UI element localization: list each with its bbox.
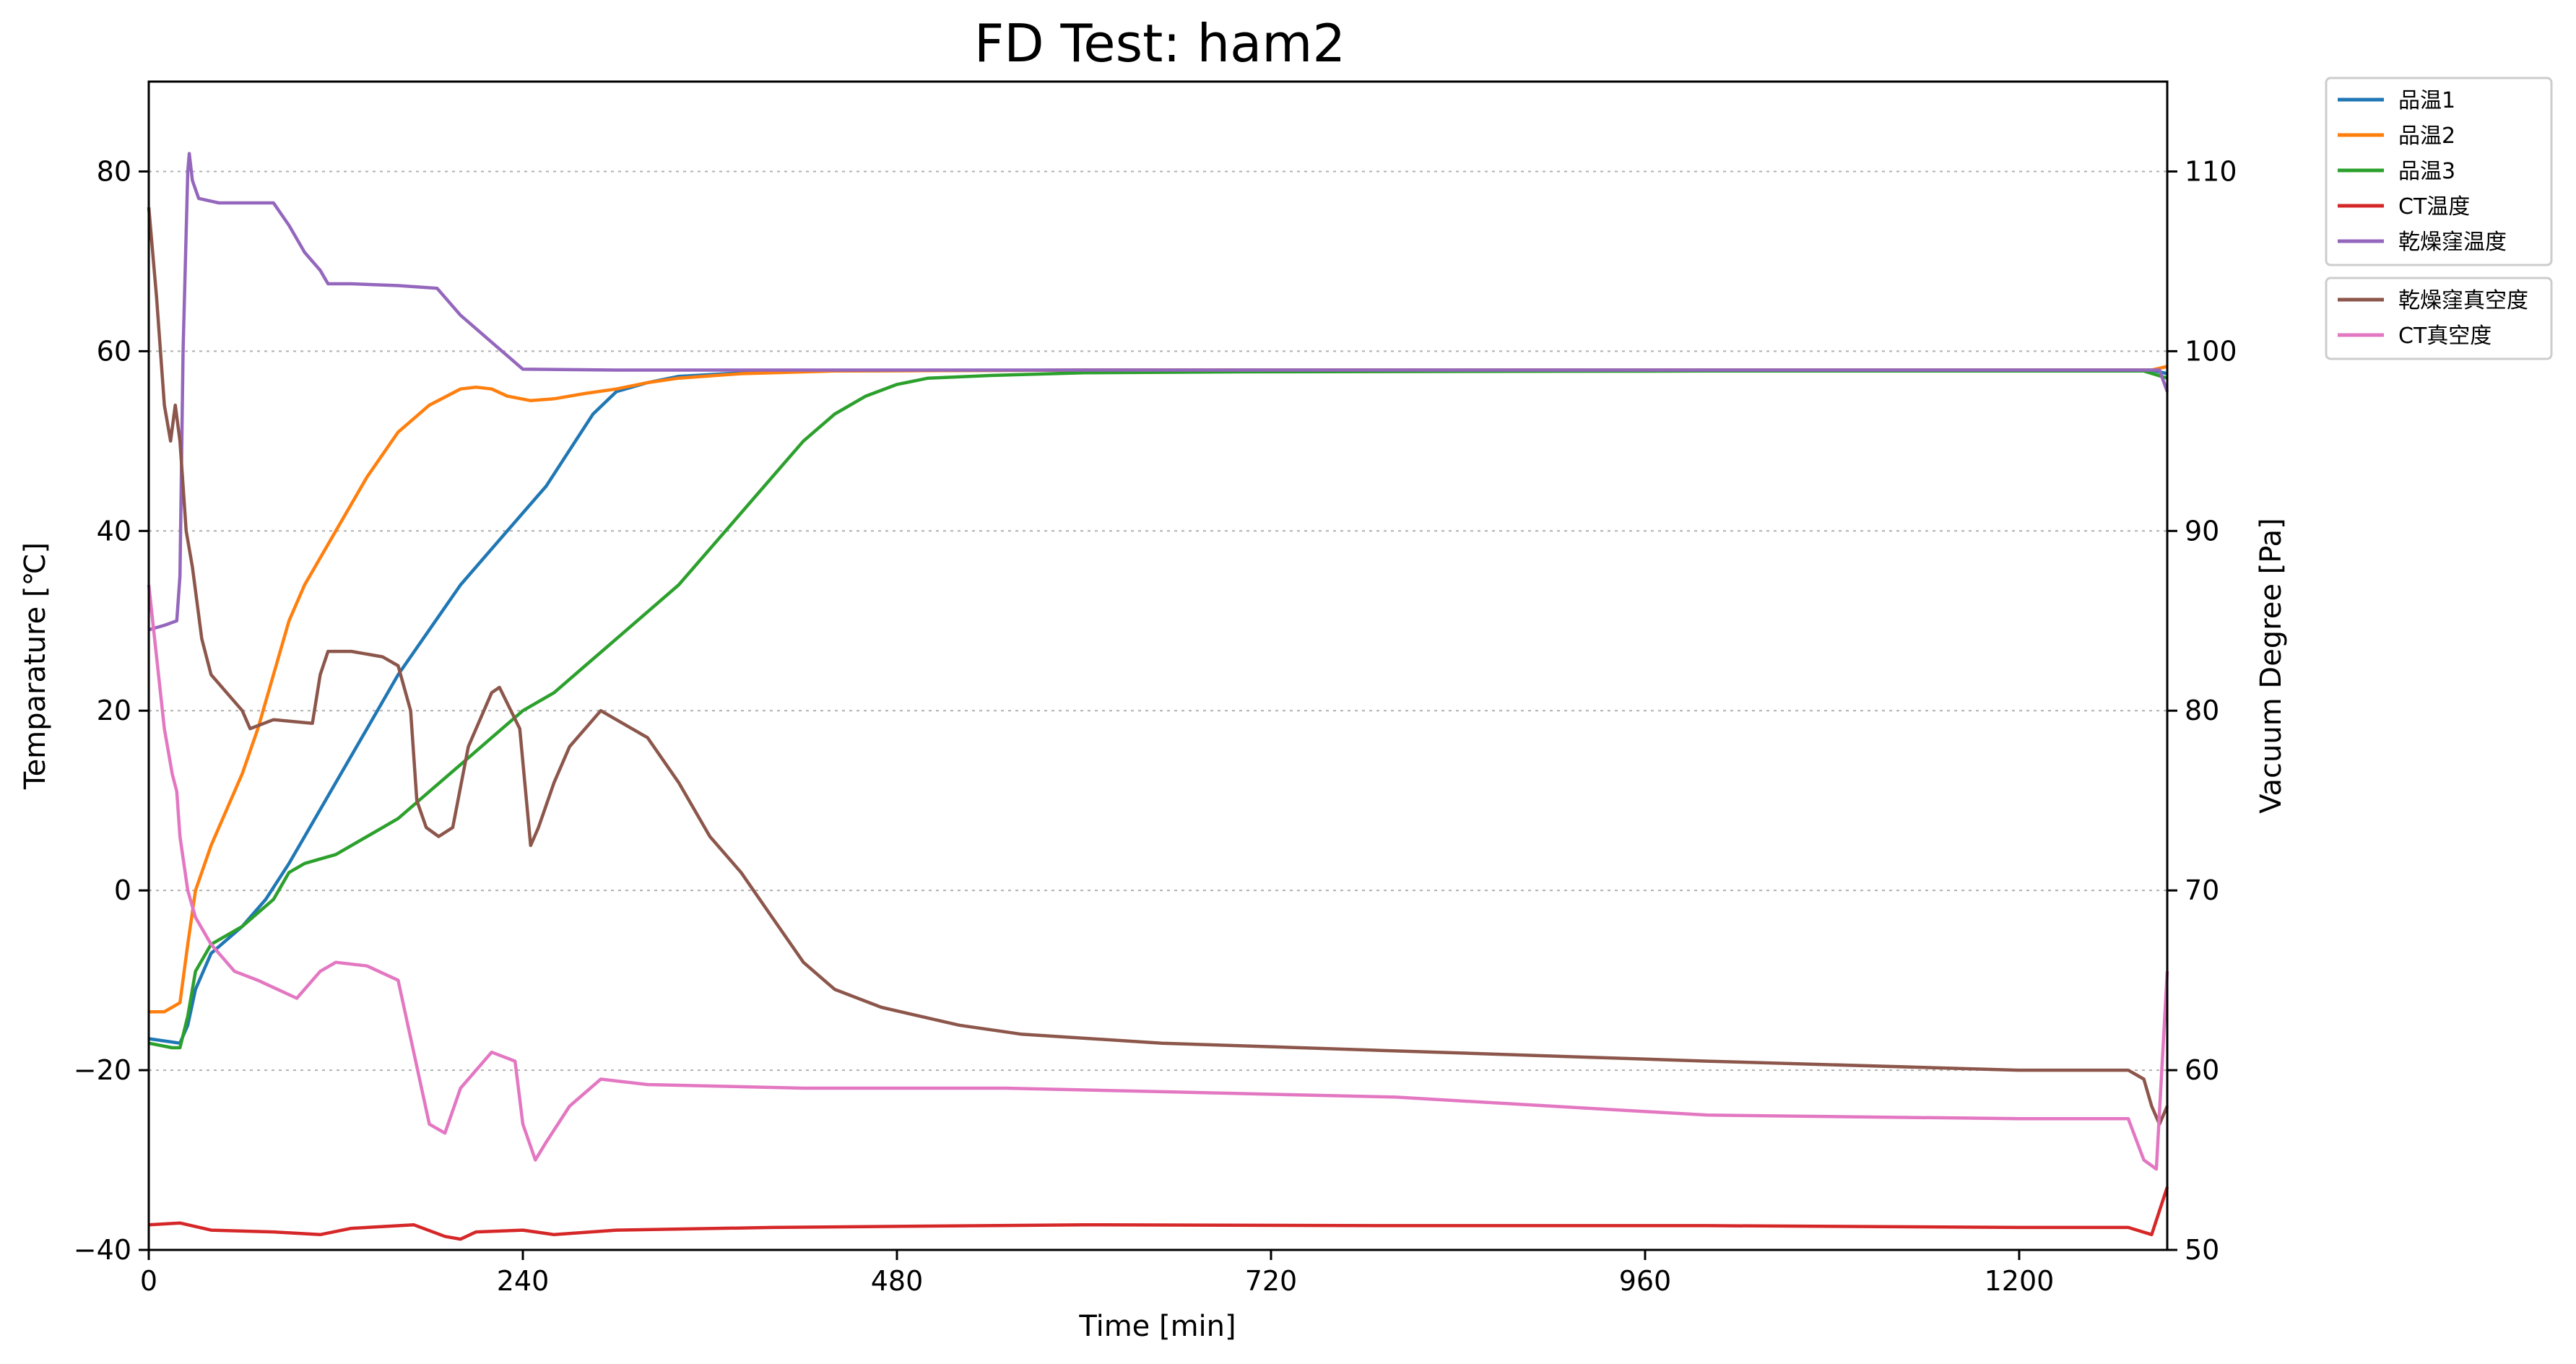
legend-label: 品温1 — [2398, 88, 2455, 113]
y2-axis-label: Vacuum Degree [Pa] — [2255, 518, 2288, 814]
y-tick-label-5: 60 — [97, 335, 131, 367]
series-line-3 — [148, 1186, 2169, 1241]
y2-tick-label-5: 100 — [2185, 335, 2237, 367]
legend-box-0 — [2325, 77, 2553, 266]
series-line-4 — [148, 152, 2169, 632]
y2-tick-label-3: 80 — [2185, 695, 2219, 726]
y-axis-label: Temparature [℃] — [19, 542, 52, 790]
series-line-1 — [149, 365, 2168, 1014]
series-line-2 — [148, 369, 2168, 1050]
y2-axis: 50 60 70 80 90 100 110 — [2167, 155, 2237, 1266]
x-tick-label-3: 720 — [1245, 1265, 1298, 1297]
y2-tick-label-6: 110 — [2185, 155, 2237, 187]
x-tick-label-5: 1200 — [1985, 1265, 2055, 1297]
y-tick-label-3: 20 — [97, 695, 131, 726]
chart-title: FD Test: ham2 — [974, 13, 1345, 74]
plot-area — [147, 80, 2169, 1251]
y-tick-label-6: 80 — [97, 155, 131, 187]
legend-label: CT真空度 — [2398, 323, 2492, 349]
series-line-5 — [147, 207, 2169, 1126]
x-axis: 0 240 480 720 960 1200 — [140, 1250, 2054, 1297]
x-tick-label-1: 240 — [497, 1265, 550, 1297]
legend-label: 乾燥窪温度 — [2398, 230, 2507, 255]
y-tick-label-0: −40 — [74, 1234, 131, 1266]
series-line-6 — [147, 584, 2169, 1171]
y2-tick-label-1: 60 — [2185, 1054, 2219, 1086]
legend-label: 品温3 — [2398, 159, 2455, 184]
series-lines — [147, 152, 2169, 1241]
y-tick-label-2: 0 — [114, 874, 131, 906]
y2-tick-label-0: 50 — [2185, 1234, 2219, 1266]
legend-label: 乾燥窪真空度 — [2398, 288, 2528, 313]
y-axis: −40 −20 0 20 40 60 80 — [74, 155, 149, 1266]
x-tick-label-4: 960 — [1619, 1265, 1672, 1297]
x-axis-label: Time [min] — [1078, 1310, 1236, 1343]
series-line-0 — [148, 368, 2168, 1045]
y-tick-label-4: 40 — [97, 515, 131, 547]
y2-tick-label-4: 90 — [2185, 515, 2219, 547]
y2-tick-label-2: 70 — [2185, 874, 2219, 906]
y-tick-label-1: −20 — [74, 1054, 131, 1086]
x-tick-label-0: 0 — [140, 1265, 157, 1297]
x-tick-label-2: 480 — [871, 1265, 924, 1297]
legend-label: 品温2 — [2398, 123, 2455, 149]
legend-label: CT温度 — [2398, 194, 2470, 220]
